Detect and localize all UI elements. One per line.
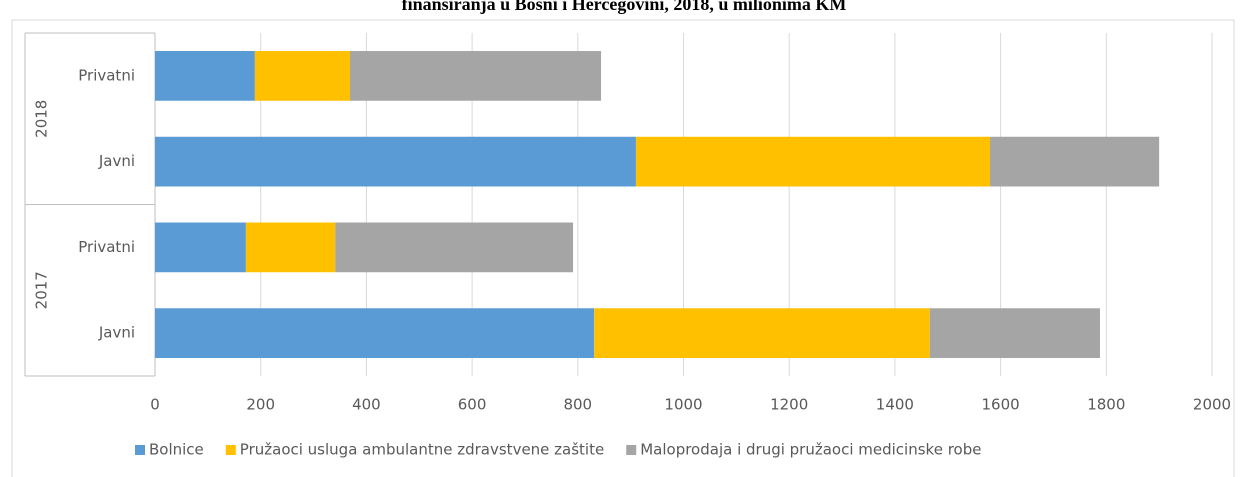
bar-segment — [990, 136, 1160, 187]
y-tick-label: Privatni — [78, 66, 135, 84]
bar-segment — [245, 222, 336, 273]
x-tick-label: 0 — [150, 396, 160, 414]
y-tick-label: Javni — [98, 152, 135, 170]
x-tick-label: 1600 — [982, 396, 1020, 414]
chart-frame — [11, 19, 1235, 477]
bar-segment — [155, 51, 255, 101]
x-tick-label: 2000 — [1193, 396, 1231, 414]
legend-label: Bolnice — [149, 441, 204, 459]
bar-segment — [155, 136, 636, 187]
x-tick-label: 1200 — [770, 396, 808, 414]
bar-segment — [254, 51, 351, 101]
x-tick-label: 1400 — [876, 396, 914, 414]
bar-segment — [350, 51, 602, 101]
group-label: 2017 — [33, 271, 51, 309]
legend-swatch — [225, 445, 236, 455]
group-label: 2018 — [33, 100, 51, 138]
bar-segment — [594, 308, 930, 358]
x-tick-label: 1000 — [664, 396, 702, 414]
bar-segment — [635, 136, 991, 187]
chart-title: finansiranja u Bosni i Hercegovini, 2018… — [402, 0, 847, 14]
bar-segment — [335, 222, 574, 273]
bar-segment — [929, 308, 1100, 358]
x-tick-label: 400 — [352, 396, 381, 414]
y-tick-label: Privatni — [78, 238, 135, 256]
legend-label: Maloprodaja i drugi pružaoci medicinske … — [640, 441, 981, 459]
x-tick-label: 200 — [246, 396, 275, 414]
bar-segment — [155, 222, 246, 273]
y-tick-label: Javni — [98, 324, 135, 342]
legend-swatch — [135, 445, 145, 455]
legend-swatch — [626, 445, 637, 455]
bar-segment — [155, 308, 595, 358]
x-tick-label: 600 — [458, 396, 487, 414]
x-tick-label: 800 — [563, 396, 592, 414]
legend-label: Pružaoci usluga ambulantne zdravstvene z… — [240, 441, 604, 459]
x-tick-label: 1800 — [1087, 396, 1125, 414]
